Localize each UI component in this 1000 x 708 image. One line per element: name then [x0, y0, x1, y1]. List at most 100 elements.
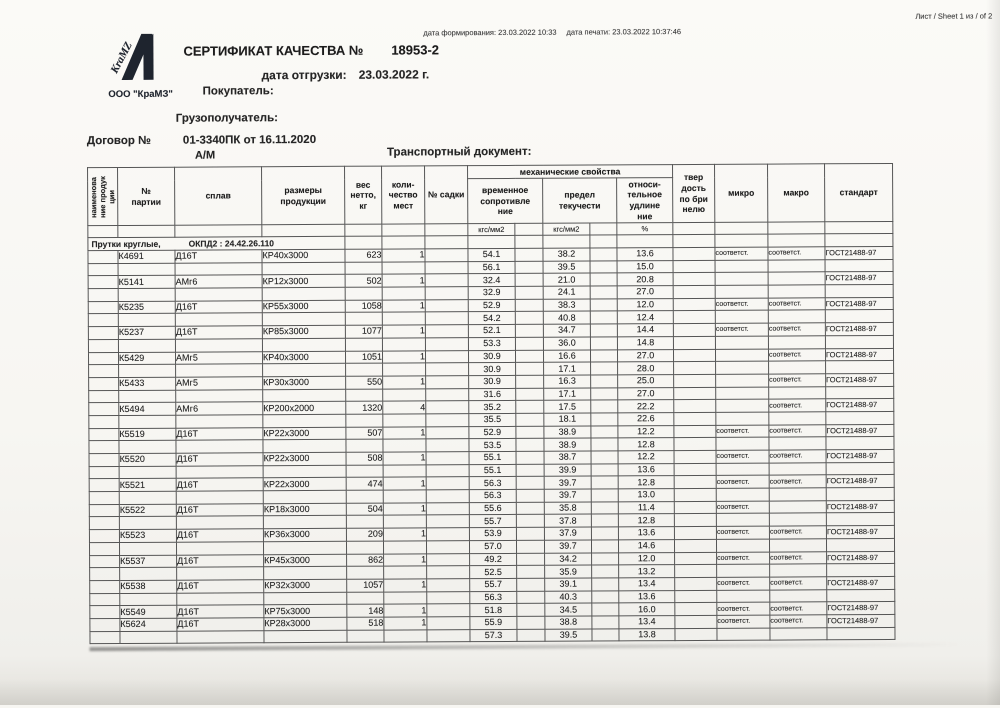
cell-places: 1	[383, 452, 426, 465]
cell-size	[262, 313, 345, 326]
cell-tensile: 55.7	[469, 515, 516, 528]
cell-product-name	[90, 618, 120, 631]
cell-product-name	[89, 377, 119, 390]
cell-places: 1	[383, 376, 426, 389]
cell-places	[383, 414, 426, 427]
cell-hardness	[673, 336, 715, 349]
cell-size: КР28х3000	[264, 617, 347, 630]
cell-alloy	[175, 339, 262, 352]
cell-micro	[715, 272, 768, 285]
cell-product-name	[88, 289, 118, 302]
cell-sadka	[425, 299, 468, 312]
col-header-sadka: № садки	[425, 166, 468, 224]
unit-cell-empty	[382, 224, 425, 236]
cell-micro: соответст.	[715, 247, 768, 260]
cell-places	[382, 262, 425, 275]
cell-empty	[590, 299, 617, 312]
cell-places	[383, 363, 426, 376]
cell-places	[383, 490, 426, 503]
cell-hardness	[674, 362, 716, 375]
cell-yield: 39.5	[545, 629, 592, 642]
cell-standard	[826, 386, 894, 399]
cell-alloy: Д16Т	[175, 300, 262, 313]
cell-micro	[715, 349, 768, 362]
cell-macro: соответст.	[768, 348, 825, 361]
cell-batch	[119, 542, 176, 555]
cell-tensile: 32.4	[468, 274, 515, 287]
cell-standard	[827, 564, 895, 577]
cell-micro	[716, 361, 769, 374]
cell-elongation: 13.6	[617, 248, 673, 261]
cell-empty	[516, 464, 544, 477]
cell-sadka	[427, 579, 470, 592]
cell-micro: соответст.	[716, 425, 769, 438]
cell-hardness	[673, 285, 715, 298]
cell-tensile: 32.9	[468, 286, 515, 299]
cell-product-name	[89, 403, 119, 416]
cell-elongation: 14.6	[618, 539, 674, 552]
cell-elongation: 15.0	[617, 260, 673, 273]
cell-empty	[515, 312, 543, 325]
cell-weight: 550	[346, 376, 383, 389]
cell-hardness	[674, 514, 716, 527]
cell-batch: К5521	[119, 479, 176, 492]
cell-empty	[517, 591, 545, 604]
cell-alloy	[177, 592, 264, 605]
cell-standard: ГОСТ21488-97	[827, 576, 895, 589]
cell-hardness	[674, 539, 716, 552]
cell-size: КР22х3000	[263, 452, 346, 465]
cell-product-name	[88, 250, 118, 263]
cell-micro	[716, 412, 769, 425]
cell-empty	[592, 616, 619, 629]
cell-size	[263, 389, 346, 402]
cell-standard	[826, 361, 894, 374]
cell-macro	[770, 627, 827, 640]
cell-places	[382, 312, 425, 325]
cell-empty	[516, 413, 544, 426]
cell-hardness	[673, 260, 715, 273]
cell-places: 1	[382, 325, 425, 338]
cell-empty	[345, 236, 382, 249]
cell-yield: 38.8	[545, 616, 592, 629]
cell-standard	[825, 285, 893, 298]
cell-standard	[826, 462, 894, 475]
cell-elongation: 27.0	[617, 349, 673, 362]
contract-label: Договор №	[87, 135, 151, 147]
cell-elongation: 12.0	[619, 552, 675, 565]
unit-cell-empty	[175, 225, 262, 237]
col-header-tensile: временное сопротивле ние	[468, 178, 543, 223]
cell-sadka	[426, 490, 469, 503]
cell-empty	[592, 565, 619, 578]
cell-empty	[591, 451, 618, 464]
cell-product-name	[89, 492, 119, 505]
cell-product-name	[88, 314, 118, 327]
cell-empty	[517, 578, 545, 591]
contract-row: Договор № 01-3340ПК от 16.11.2020	[87, 134, 316, 147]
cell-micro	[716, 463, 769, 476]
unit-cell-empty	[118, 225, 175, 237]
buyer-label: Покупатель:	[203, 85, 274, 97]
cell-batch	[120, 593, 177, 606]
cell-micro	[716, 488, 769, 501]
cell-size	[263, 440, 346, 453]
cell-weight: 148	[347, 604, 384, 617]
cell-product-name	[89, 453, 119, 466]
cell-yield: 35.8	[544, 502, 591, 515]
cell-weight	[346, 541, 383, 554]
cell-alloy	[176, 389, 263, 402]
cell-product-name	[89, 415, 119, 428]
cell-hardness	[675, 615, 717, 628]
cell-elongation: 12.0	[617, 298, 673, 311]
contract-value: 01-3340ПК от 16.11.2020	[183, 134, 316, 147]
cell-hardness	[674, 412, 716, 425]
cell-empty	[515, 299, 543, 312]
unit-cell-empty	[262, 224, 345, 236]
cell-hardness	[675, 590, 717, 603]
certificate-table: наименова ние продук ции № партии сплав …	[87, 163, 895, 645]
cell-elongation: 27.0	[618, 387, 674, 400]
sheet-counter: Лист / Sheet 1 из / of 2	[915, 11, 992, 20]
cell-macro	[769, 462, 826, 475]
cell-empty	[592, 603, 619, 616]
cell-alloy: АМг6	[175, 275, 262, 288]
